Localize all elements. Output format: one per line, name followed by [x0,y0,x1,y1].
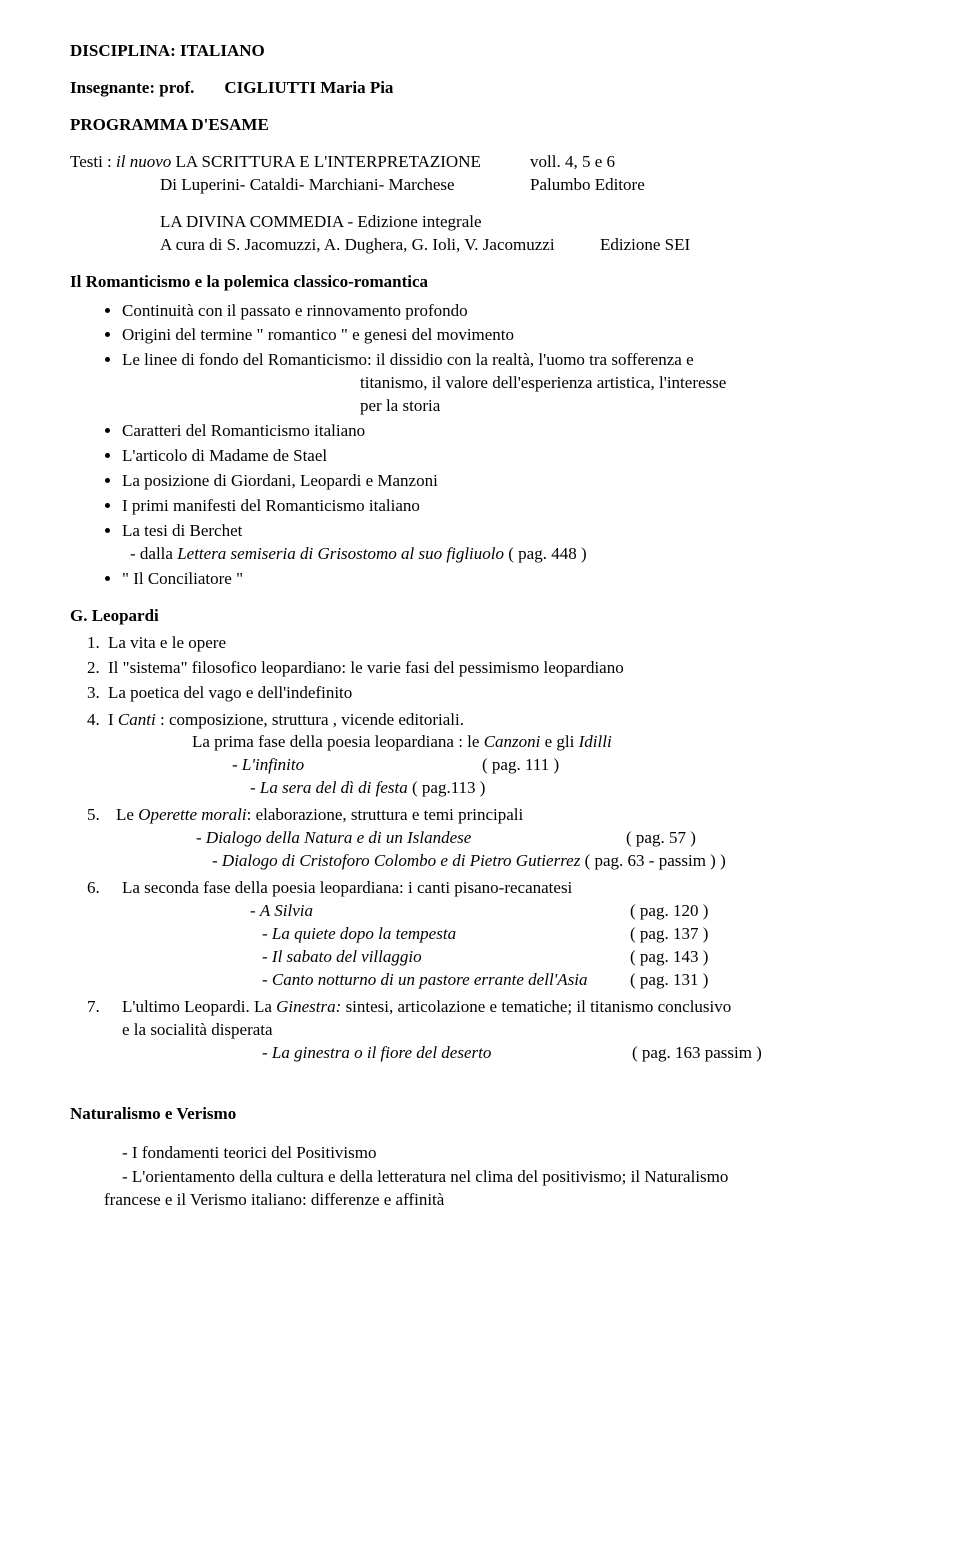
t: Le [116,805,138,824]
leopardi-title: G. Leopardi [70,605,890,628]
list-item: Continuità con il passato e rinnovamento… [122,300,890,323]
list-item: L'articolo di Madame de Stael [122,445,890,468]
list-item: Caratteri del Romanticismo italiano [122,420,890,443]
t: sintesi, articolazione e tematiche; il t… [341,997,731,1016]
t: : elaborazione, struttura e temi princip… [247,805,524,824]
titanismo-line2: per la storia [360,395,890,418]
operette-italic: Operette morali [138,805,246,824]
divina-acura: A cura di S. Jacomuzzi, A. Dughera, G. I… [160,234,600,257]
list-item: Le Operette morali: elaborazione, strutt… [104,804,890,873]
list-item: La tesi di Berchet - dalla Lettera semis… [122,520,890,566]
quiete-italic: La quiete dopo la tempesta [272,924,456,943]
list-item: L'ultimo Leopardi. La Ginestra: sintesi,… [104,996,890,1065]
berchet-dash: - dalla [130,544,177,563]
d1-italic: Dialogo della Natura e di un Islandese [206,828,471,847]
pag: ( pag. 63 - passim ) ) [580,851,725,870]
canto-italic: Canto notturno di un pastore errante del… [272,970,588,989]
testi-rest: LA SCRITTURA E L'INTERPRETAZIONE [176,152,481,171]
t: : composizione, struttura , vicende edit… [156,710,464,729]
insegnante-value: CIGLIUTTI Maria Pia [224,77,393,100]
sabato-italic: Il sabato del villaggio [272,947,422,966]
naturalismo-title: Naturalismo e Verismo [70,1103,890,1126]
titanismo-line1: titanismo, il valore dell'esperienza art… [360,372,890,395]
t: - [262,970,272,989]
list-item: I Canti : composizione, struttura , vice… [104,709,890,801]
testi-authors: Di Luperini- Cataldi- Marchiani- Marches… [160,174,530,197]
infinito-italic: L'infinito [242,755,304,774]
gin-italic: La ginestra o il fiore del deserto [272,1043,491,1062]
disciplina-label: DISCIPLINA: ITALIANO [70,40,890,63]
t: I [108,710,118,729]
list-item: La poetica del vago e dell'indefinito [104,682,890,705]
t: - [250,901,260,920]
insegnante-label: Insegnante: prof. [70,77,194,100]
leopardi-list-5: Le Operette morali: elaborazione, strutt… [70,804,890,873]
t: L'orientamento della cultura e della let… [132,1167,728,1186]
testi-publisher: Palumbo Editore [530,174,645,197]
pag: ( pag. 57 ) [626,827,696,850]
list-item: La posizione di Giordani, Leopardi e Man… [122,470,890,493]
divina-sei: Edizione SEI [600,234,690,257]
list-item: L'orientamento della cultura e della let… [122,1166,890,1212]
sera-italic: La sera del dì di festa [260,778,408,797]
list-item: I fondamenti teorici del Positivismo [122,1142,890,1165]
canti-italic: Canti [118,710,156,729]
list-text: Le linee di fondo del Romanticismo: il d… [122,350,694,369]
t: francese e il Verismo italiano: differen… [104,1189,890,1212]
berchet-pag: ( pag. 448 ) [504,544,587,563]
t: - [262,924,272,943]
romanticismo-list: Continuità con il passato e rinnovamento… [70,300,890,591]
pag: ( pag. 111 ) [482,754,559,777]
programma-label: PROGRAMMA D'ESAME [70,114,890,137]
t: - [212,851,222,870]
list-item: Il "sistema" filosofico leopardiano: le … [104,657,890,680]
berchet-italic: Lettera semiseria di Grisostomo al suo f… [177,544,504,563]
divina-title: LA DIVINA COMMEDIA - Edizione integrale [160,211,890,234]
t: - [262,947,272,966]
leopardi-list-4: I Canti : composizione, struttura , vice… [70,709,890,801]
t: - [196,828,206,847]
leopardi-list-6: La seconda fase della poesia leopardiana… [70,877,890,992]
naturalismo-list: I fondamenti teorici del Positivismo L'o… [70,1142,890,1213]
pag: ( pag. 137 ) [630,923,708,946]
t: - [250,778,260,797]
t: - [232,755,242,774]
t: La seconda fase della poesia leopardiana… [122,878,572,897]
t: e la socialità disperata [122,1019,890,1042]
list-item: Le linee di fondo del Romanticismo: il d… [122,349,890,418]
leopardi-list-7: L'ultimo Leopardi. La Ginestra: sintesi,… [70,996,890,1065]
idilli-italic: Idilli [579,732,612,751]
list-item: La seconda fase della poesia leopardiana… [104,877,890,992]
t: - [262,1043,272,1062]
testi-italic: il nuovo [116,152,171,171]
pag: ( pag.113 ) [408,778,486,797]
canzoni-italic: Canzoni [484,732,541,751]
list-item: I primi manifesti del Romanticismo itali… [122,495,890,518]
t: La prima fase della poesia leopardiana :… [192,732,484,751]
testi-voll: voll. 4, 5 e 6 [530,151,615,174]
d2-italic: Dialogo di Cristoforo Colombo e di Pietr… [222,851,580,870]
pag: ( pag. 143 ) [630,946,708,969]
silvia-italic: A Silvia [260,901,313,920]
pag: ( pag. 131 ) [630,969,708,992]
t: L'ultimo Leopardi. La [122,997,276,1016]
romanticismo-title: Il Romanticismo e la polemica classico-r… [70,271,890,294]
pag: ( pag. 120 ) [630,900,708,923]
list-item: " Il Conciliatore " [122,568,890,591]
pag: ( pag. 163 passim ) [632,1042,762,1065]
leopardi-list-1: La vita e le opere Il "sistema" filosofi… [70,632,890,705]
testi-label: Testi : [70,152,112,171]
list-item: Origini del termine " romantico " e gene… [122,324,890,347]
ginestra-italic: Ginestra: [276,997,341,1016]
list-text: La tesi di Berchet [122,521,242,540]
t: e gli [540,732,578,751]
list-item: La vita e le opere [104,632,890,655]
